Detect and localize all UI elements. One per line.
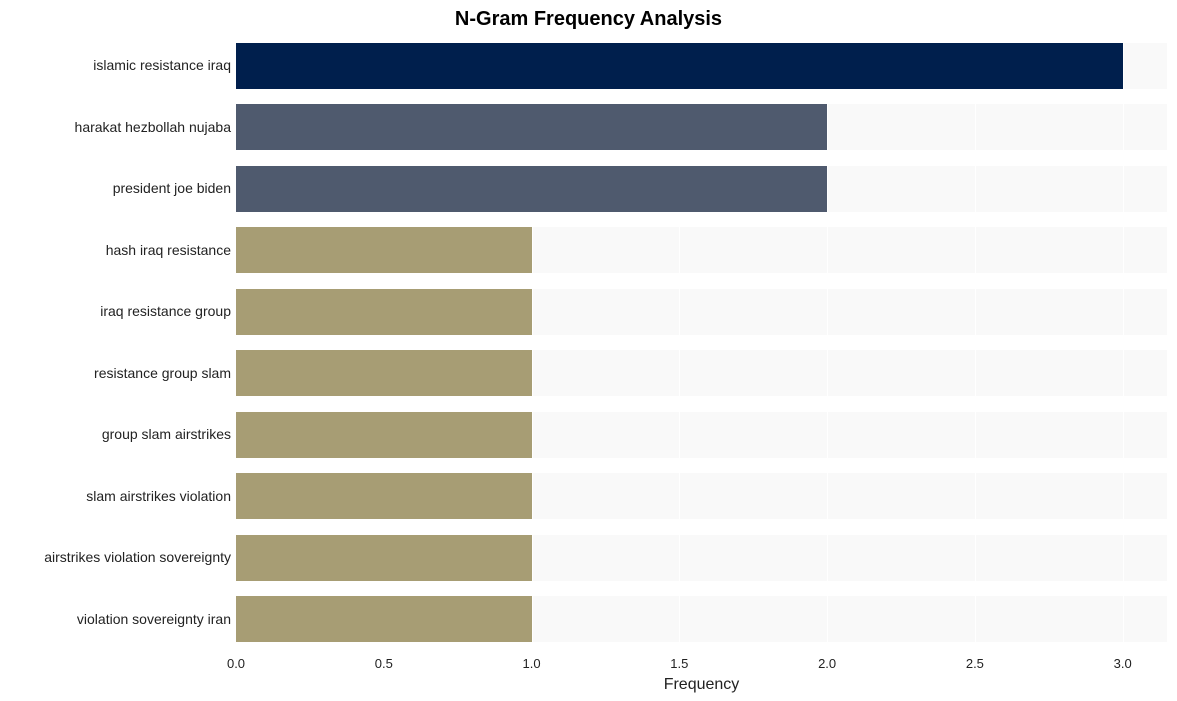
x-tick-label: 3.0 <box>1114 656 1132 671</box>
grid-band <box>236 273 1167 288</box>
y-tick-label: slam airstrikes violation <box>86 488 231 504</box>
grid-band <box>236 642 1167 650</box>
grid-band <box>236 212 1167 227</box>
bar <box>236 350 532 396</box>
y-tick-label: harakat hezbollah nujaba <box>75 119 231 135</box>
bar <box>236 535 532 581</box>
x-tick-label: 1.0 <box>523 656 541 671</box>
grid-line <box>975 35 976 650</box>
bar <box>236 166 827 212</box>
y-tick-label: airstrikes violation sovereignty <box>44 549 231 565</box>
grid-band <box>236 458 1167 473</box>
chart-title: N-Gram Frequency Analysis <box>0 8 1177 31</box>
bar <box>236 43 1123 89</box>
y-tick-label: hash iraq resistance <box>106 242 231 258</box>
ngram-frequency-chart: N-Gram Frequency Analysis islamic resist… <box>0 0 1177 701</box>
x-tick-label: 2.0 <box>818 656 836 671</box>
y-tick-label: iraq resistance group <box>100 303 231 319</box>
x-tick-label: 1.5 <box>670 656 688 671</box>
grid-band <box>236 519 1167 534</box>
y-tick-label: president joe biden <box>113 180 231 196</box>
grid-band <box>236 150 1167 165</box>
y-tick-label: resistance group slam <box>94 365 231 381</box>
y-tick-label: group slam airstrikes <box>102 426 231 442</box>
grid-line <box>1123 35 1124 650</box>
y-tick-label: islamic resistance iraq <box>93 57 231 73</box>
grid-line <box>827 35 828 650</box>
bar <box>236 289 532 335</box>
bar <box>236 104 827 150</box>
x-tick-label: 2.5 <box>966 656 984 671</box>
grid-band <box>236 89 1167 104</box>
x-tick-label: 0.5 <box>375 656 393 671</box>
bar <box>236 227 532 273</box>
grid-band <box>236 335 1167 350</box>
grid-band <box>236 35 1167 43</box>
grid-band <box>236 581 1167 596</box>
x-tick-label: 0.0 <box>227 656 245 671</box>
y-tick-label: violation sovereignty iran <box>77 611 231 627</box>
bar <box>236 596 532 642</box>
bar <box>236 412 532 458</box>
x-axis-label: Frequency <box>236 676 1167 694</box>
bar <box>236 473 532 519</box>
grid-band <box>236 396 1167 411</box>
plot-area <box>236 35 1167 650</box>
